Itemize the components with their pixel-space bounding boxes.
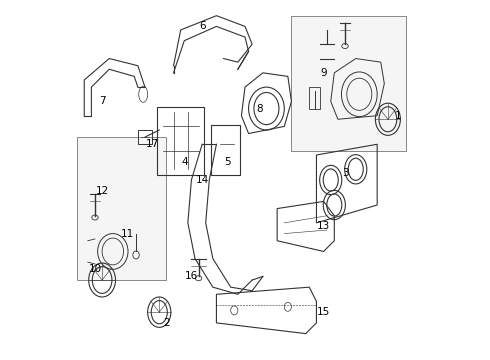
Text: 4: 4: [181, 157, 188, 167]
Text: 15: 15: [317, 307, 330, 317]
Text: 12: 12: [96, 186, 109, 196]
Text: 5: 5: [224, 157, 230, 167]
Text: 17: 17: [146, 139, 159, 149]
Text: 1: 1: [395, 111, 402, 121]
Bar: [292, 16, 406, 152]
Text: 3: 3: [342, 168, 348, 178]
Text: 9: 9: [320, 68, 327, 78]
Text: 6: 6: [199, 21, 205, 31]
Bar: [309, 87, 320, 109]
Text: 2: 2: [163, 318, 170, 328]
Bar: [138, 130, 152, 144]
Text: 11: 11: [121, 229, 134, 239]
Text: 14: 14: [196, 175, 209, 185]
Text: 7: 7: [99, 96, 105, 107]
Text: 13: 13: [317, 221, 330, 231]
Bar: [77, 137, 167, 280]
Text: 8: 8: [256, 104, 263, 113]
Text: 10: 10: [88, 264, 101, 274]
Text: 16: 16: [185, 271, 198, 282]
